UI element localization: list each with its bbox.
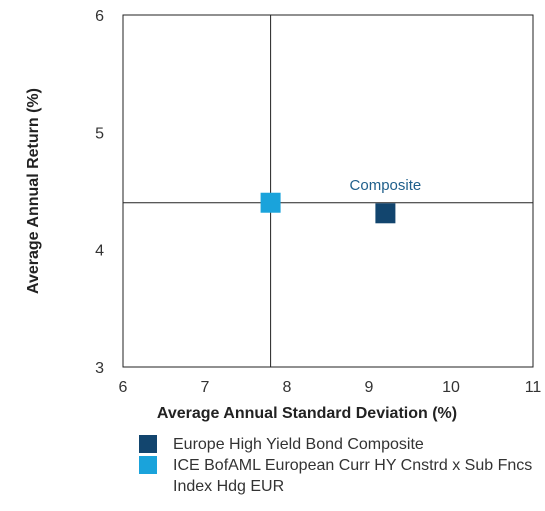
scatter-chart: 6 7 8 9 10 11 3 4 5 6 Average Annual Standard Devi… (25, 8, 542, 422)
data-point-index (260, 192, 281, 213)
composite-annotation: Composite (350, 177, 422, 194)
y-tick-label: 3 (95, 360, 104, 377)
y-axis-title: Average Annual Return (%) (25, 88, 42, 294)
y-tick-label: 5 (95, 125, 104, 142)
y-tick-label: 4 (95, 243, 104, 260)
x-tick-label: 9 (365, 379, 374, 396)
plot-frame (122, 14, 534, 368)
legend: Europe High Yield Bond Composite ICE Bof… (139, 434, 539, 497)
legend-label-composite: Europe High Yield Bond Composite (173, 436, 424, 453)
legend-swatch-index (139, 456, 157, 474)
x-tick-label: 8 (283, 379, 292, 396)
x-axis-title: Average Annual Standard Deviation (%) (157, 405, 457, 422)
legend-swatch-composite (139, 435, 157, 453)
legend-label-index: ICE BofAML European Curr HY Cnstrd x Sub… (173, 457, 533, 495)
x-tick-label: 7 (201, 379, 210, 396)
x-tick-label: 6 (119, 379, 128, 396)
x-tick-label: 11 (525, 379, 542, 396)
y-tick-label: 6 (95, 8, 104, 25)
legend-item-composite: Europe High Yield Bond Composite (139, 434, 539, 455)
data-point-composite (375, 203, 396, 224)
legend-item-index: ICE BofAML European Curr HY Cnstrd x Sub… (139, 455, 539, 497)
x-tick-label: 10 (442, 379, 460, 396)
